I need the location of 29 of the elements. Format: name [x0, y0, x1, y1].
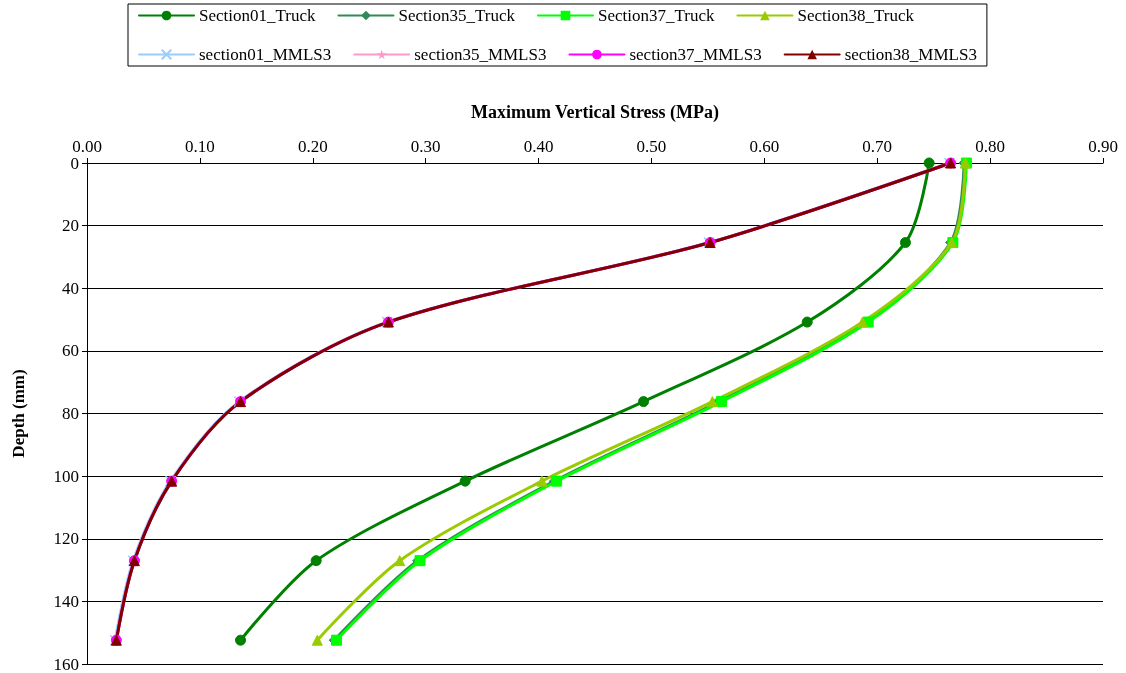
- x-tick-label: 0.00: [72, 137, 102, 156]
- x-tick-label: 0.50: [636, 137, 667, 156]
- y-tick-label: 120: [53, 529, 79, 549]
- y-tick-label: 0: [70, 153, 79, 173]
- x-tick-label: 0.40: [523, 137, 554, 156]
- legend-label: section37_MMLS3: [629, 45, 762, 64]
- x-tick-label: 0.60: [749, 137, 780, 156]
- legend-label: section35_MMLS3: [414, 45, 547, 64]
- y-tick-label: 160: [53, 654, 79, 673]
- legend-label: Section35_Truck: [398, 6, 516, 25]
- legend-label: Section37_Truck: [597, 6, 715, 25]
- y-tick-label: 20: [62, 216, 79, 236]
- legend-label: section38_MMLS3: [844, 45, 977, 64]
- y-tick-label: 140: [53, 591, 79, 611]
- x-tick-label: 0.70: [862, 137, 893, 156]
- y-axis-title: Depth (mm): [9, 369, 28, 458]
- x-tick-label: 0.90: [1088, 137, 1118, 156]
- y-tick-label: 40: [62, 278, 79, 298]
- x-tick-label: 0.20: [297, 137, 328, 156]
- x-tick-label: 0.80: [975, 137, 1005, 156]
- y-tick-label: 60: [62, 341, 79, 361]
- legend-label: section01_MMLS3: [199, 45, 332, 64]
- y-tick-label: 100: [53, 466, 79, 486]
- legend-label: Section38_Truck: [797, 6, 915, 25]
- x-tick-label: 0.10: [185, 137, 215, 156]
- x-tick-label: 0.30: [410, 137, 441, 156]
- y-tick-label: 80: [62, 404, 79, 423]
- legend-label: Section01_Truck: [199, 6, 316, 25]
- x-axis-title: Maximum Vertical Stress (MPa): [470, 102, 720, 123]
